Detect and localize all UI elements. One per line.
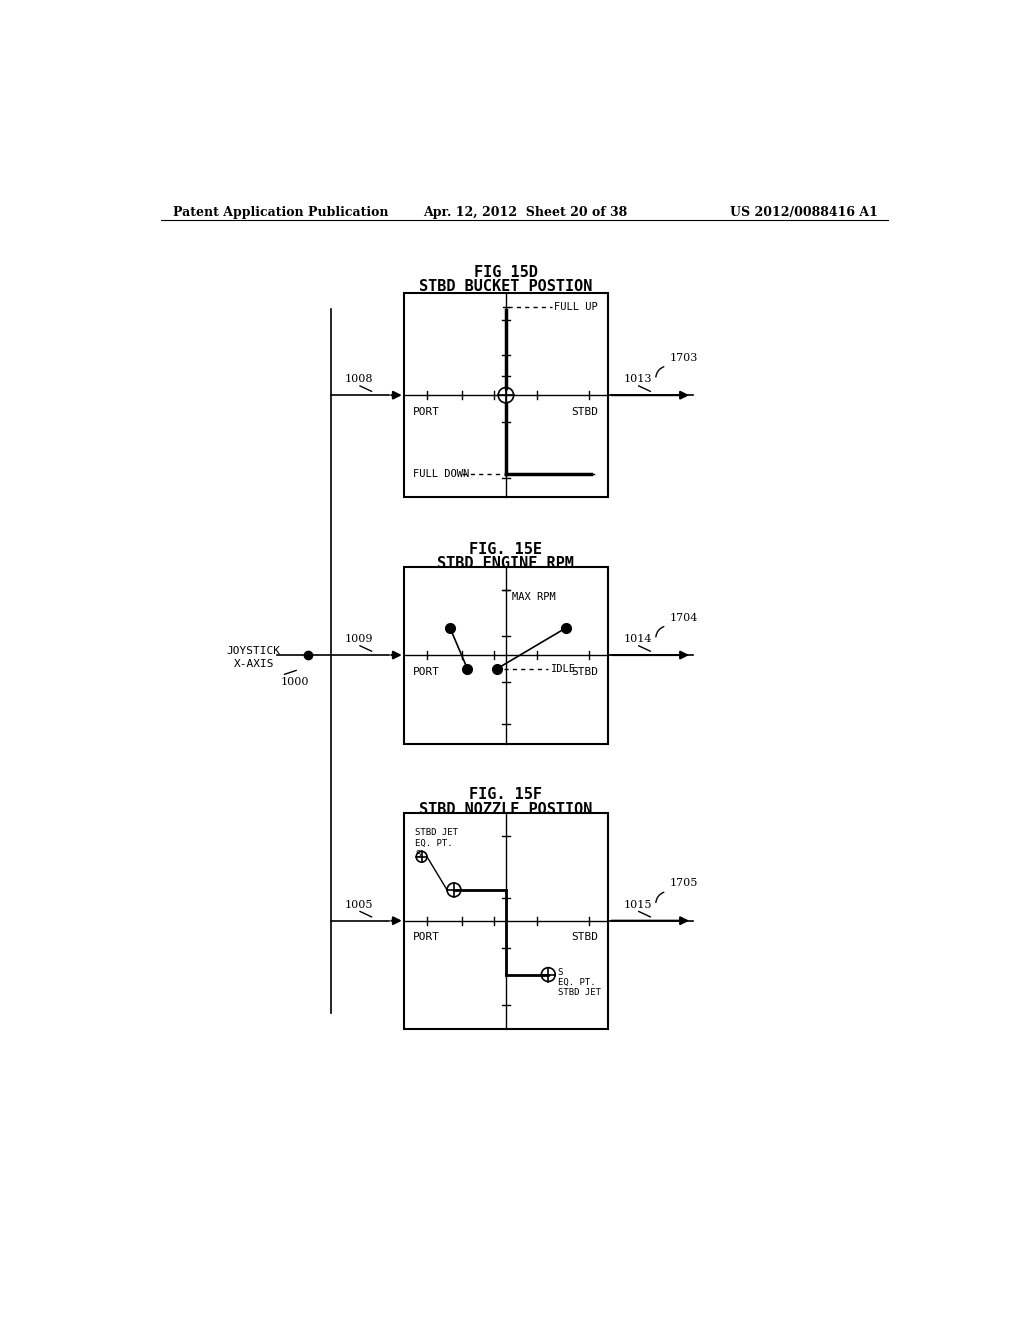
Text: X-AXIS: X-AXIS <box>233 659 274 669</box>
Text: 1704: 1704 <box>670 612 698 623</box>
Text: 1703: 1703 <box>670 352 698 363</box>
Text: MAX RPM: MAX RPM <box>512 591 556 602</box>
Text: FIG 15D: FIG 15D <box>474 264 538 280</box>
Bar <box>403 566 608 743</box>
Text: IDLE: IDLE <box>551 664 575 675</box>
Text: Patent Application Publication: Patent Application Publication <box>173 206 388 219</box>
Text: PORT: PORT <box>413 932 440 942</box>
Text: EQ. PT.: EQ. PT. <box>557 978 595 987</box>
Text: STBD NOZZLE POSTION: STBD NOZZLE POSTION <box>419 803 592 817</box>
Text: STBD: STBD <box>571 667 599 677</box>
Bar <box>403 293 608 498</box>
Text: FULL UP: FULL UP <box>554 302 598 312</box>
Text: S: S <box>416 850 421 859</box>
Text: FULL DOWN: FULL DOWN <box>413 469 469 479</box>
Text: S: S <box>557 969 563 977</box>
Bar <box>403 813 608 1028</box>
Text: 1000: 1000 <box>281 677 309 686</box>
Text: EQ. PT.: EQ. PT. <box>416 840 453 847</box>
Text: STBD BUCKET POSTION: STBD BUCKET POSTION <box>419 280 592 294</box>
Text: JOYSTICK: JOYSTICK <box>226 645 281 656</box>
Text: 1705: 1705 <box>670 878 698 888</box>
Text: STBD: STBD <box>571 407 599 417</box>
Text: 1008: 1008 <box>345 375 373 384</box>
Text: 1013: 1013 <box>624 375 652 384</box>
Text: STBD: STBD <box>571 932 599 942</box>
Text: 1014: 1014 <box>624 635 652 644</box>
Text: 1005: 1005 <box>345 900 373 909</box>
Text: 1009: 1009 <box>345 635 373 644</box>
Text: PORT: PORT <box>413 407 440 417</box>
Text: STBD ENGINE RPM: STBD ENGINE RPM <box>437 557 574 572</box>
Text: STBD JET: STBD JET <box>557 989 600 998</box>
Text: PORT: PORT <box>413 667 440 677</box>
Text: FIG. 15E: FIG. 15E <box>469 543 542 557</box>
Text: FIG. 15F: FIG. 15F <box>469 788 542 803</box>
Text: Apr. 12, 2012  Sheet 20 of 38: Apr. 12, 2012 Sheet 20 of 38 <box>423 206 627 219</box>
Text: STBD JET: STBD JET <box>416 829 459 837</box>
Text: 1015: 1015 <box>624 900 652 909</box>
Text: US 2012/0088416 A1: US 2012/0088416 A1 <box>729 206 878 219</box>
